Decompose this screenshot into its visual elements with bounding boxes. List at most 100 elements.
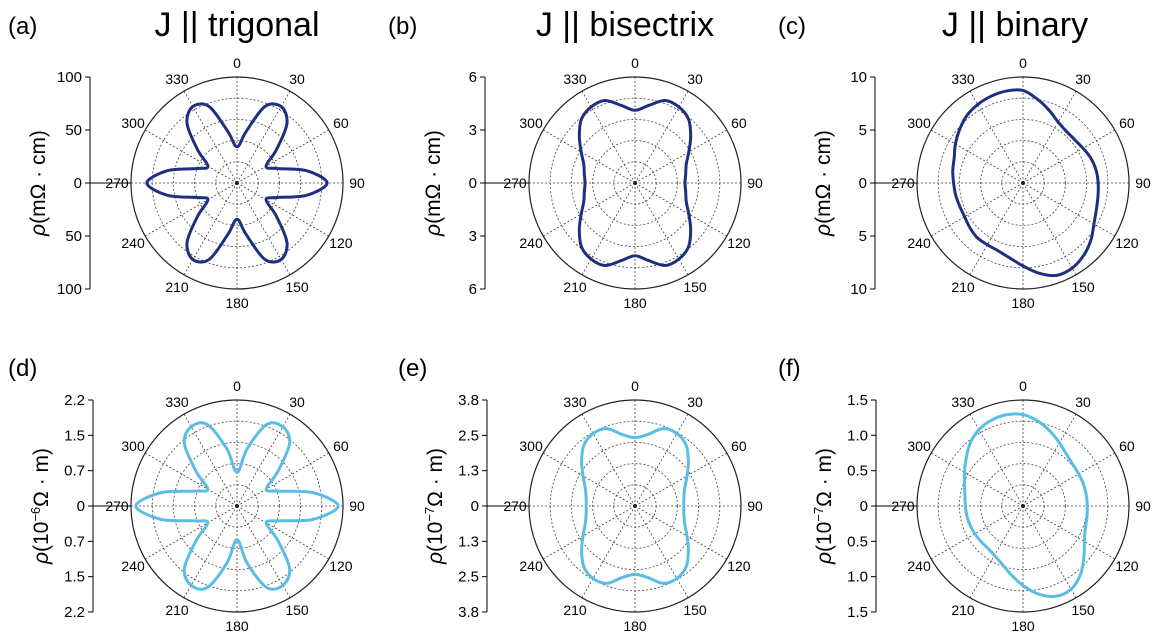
unit-label-exponent: −6 (28, 507, 43, 522)
angle-tick-label: 180 (623, 295, 647, 311)
radial-tick-label: 50 (65, 122, 82, 139)
grid-spoke (145, 452, 238, 507)
angle-tick-label: 300 (519, 438, 543, 454)
angle-tick-label: 300 (121, 115, 145, 131)
radial-tick-label: 0 (469, 175, 477, 192)
radial-tick-label: 2.2 (64, 604, 85, 621)
grid-circle (592, 140, 678, 226)
grid-spoke (1022, 182, 1115, 237)
grid-spoke (969, 414, 1024, 507)
grid-spoke (634, 129, 727, 184)
angle-tick-label: 300 (907, 115, 931, 131)
radial-tick-label: 2.2 (64, 392, 85, 409)
grid-spoke (969, 91, 1024, 184)
angle-tick-label: 120 (727, 558, 751, 574)
grid-spoke (634, 182, 689, 275)
grid-circle (172, 441, 301, 570)
chart-title-c: J || binary (942, 6, 1088, 44)
grid-spoke (236, 129, 329, 184)
rho-symbol: ρ (424, 552, 447, 565)
grid-spoke (634, 452, 727, 507)
angle-tick-label: 120 (1115, 235, 1139, 251)
radial-tick-label: 1.5 (847, 392, 868, 409)
angle-tick-label: 90 (1135, 175, 1151, 191)
angle-tick-label: 30 (289, 71, 305, 87)
unit-label: (mΩ · cm) (27, 130, 50, 224)
panel-label-a: (a) (8, 13, 37, 40)
resistivity-curve-e (580, 427, 690, 585)
radial-tick-label: 1.5 (847, 604, 868, 621)
panel-label-e: (e) (398, 355, 427, 382)
unit-label-exponent: −7 (811, 507, 826, 522)
center-point (235, 504, 239, 508)
grid-spoke (931, 182, 1024, 237)
resistivity-curve-d (134, 421, 340, 591)
radial-tick-label: 1.0 (847, 569, 868, 586)
grid-spoke (969, 182, 1024, 275)
polar-chart-a: (a) J || trigonal030609012015018021024027… (8, 6, 365, 311)
angle-tick-label: 90 (747, 175, 763, 191)
grid-spoke (931, 505, 1024, 560)
angle-tick-label: 0 (233, 378, 241, 394)
grid-spoke (543, 182, 636, 237)
radial-tick-label: 3 (469, 228, 477, 245)
polar-chart-e: (e)03060901201501802102402703003303.82.5… (398, 355, 763, 634)
chart-title-b: J || bisectrix (536, 6, 714, 44)
resistivity-curve-a (145, 102, 329, 264)
angle-tick-label: 240 (519, 235, 543, 251)
radial-tick-label: 6 (469, 69, 477, 86)
radial-tick-label: 3 (469, 122, 477, 139)
radial-tick-label: 10 (850, 281, 867, 298)
grid-spoke (931, 129, 1024, 184)
grid-spoke (634, 414, 689, 507)
panel-label-c: (c) (778, 13, 806, 40)
angle-tick-label: 330 (563, 71, 587, 87)
angle-tick-label: 330 (951, 394, 975, 410)
angle-tick-label: 0 (631, 378, 639, 394)
radial-tick-label: 10 (850, 69, 867, 86)
angle-tick-label: 120 (1115, 558, 1139, 574)
angle-tick-label: 30 (1075, 71, 1091, 87)
grid-circle (571, 441, 700, 570)
grid-spoke (1022, 91, 1077, 184)
radial-tick-label: 3.8 (458, 392, 479, 409)
unit-label: (mΩ · cm) (422, 130, 445, 224)
grid-circle (592, 463, 678, 549)
angle-tick-label: 60 (333, 115, 349, 131)
angle-tick-label: 150 (285, 602, 309, 618)
angle-tick-label: 300 (519, 115, 543, 131)
grid-spoke (145, 505, 238, 560)
grid-spoke (145, 129, 238, 184)
angle-tick-label: 210 (165, 279, 189, 295)
radial-tick-label: 100 (57, 281, 82, 298)
polar-chart-c: (c) J || binary03060901201501802102402703… (778, 6, 1151, 311)
radial-tick-label: 6 (469, 281, 477, 298)
radial-tick-label: 1.3 (458, 463, 479, 480)
grid-spoke (543, 505, 636, 560)
grid-spoke (1022, 452, 1115, 507)
angle-tick-label: 150 (1071, 279, 1095, 295)
grid-circle (172, 119, 301, 247)
radial-axis-label: ρ(10−7Ω · m) (811, 448, 836, 565)
center-point (633, 181, 637, 185)
grid-spoke (183, 505, 238, 598)
angle-tick-label: 30 (687, 394, 703, 410)
angle-tick-label: 210 (165, 602, 189, 618)
angle-tick-label: 0 (1019, 55, 1027, 71)
radial-tick-label: 100 (57, 69, 82, 86)
angle-tick-label: 180 (1011, 295, 1035, 311)
grid-spoke (1022, 505, 1115, 560)
grid-spoke (634, 505, 727, 560)
angle-tick-label: 90 (349, 498, 365, 514)
radial-axis-label: ρ(10−6Ω · m) (28, 448, 53, 565)
grid-circle (571, 119, 700, 247)
panel-label-f: (f) (778, 355, 801, 382)
angle-tick-label: 330 (165, 394, 189, 410)
angle-tick-label: 180 (225, 295, 249, 311)
radial-tick-label: 1.5 (64, 569, 85, 586)
polar-chart-b: (b) J || bisectrix03060901201501802102402… (388, 6, 763, 311)
grid-spoke (236, 505, 329, 560)
unit-label-tail: Ω · m) (30, 448, 53, 507)
rho-symbol: ρ (30, 552, 53, 565)
grid-circle (194, 463, 280, 549)
